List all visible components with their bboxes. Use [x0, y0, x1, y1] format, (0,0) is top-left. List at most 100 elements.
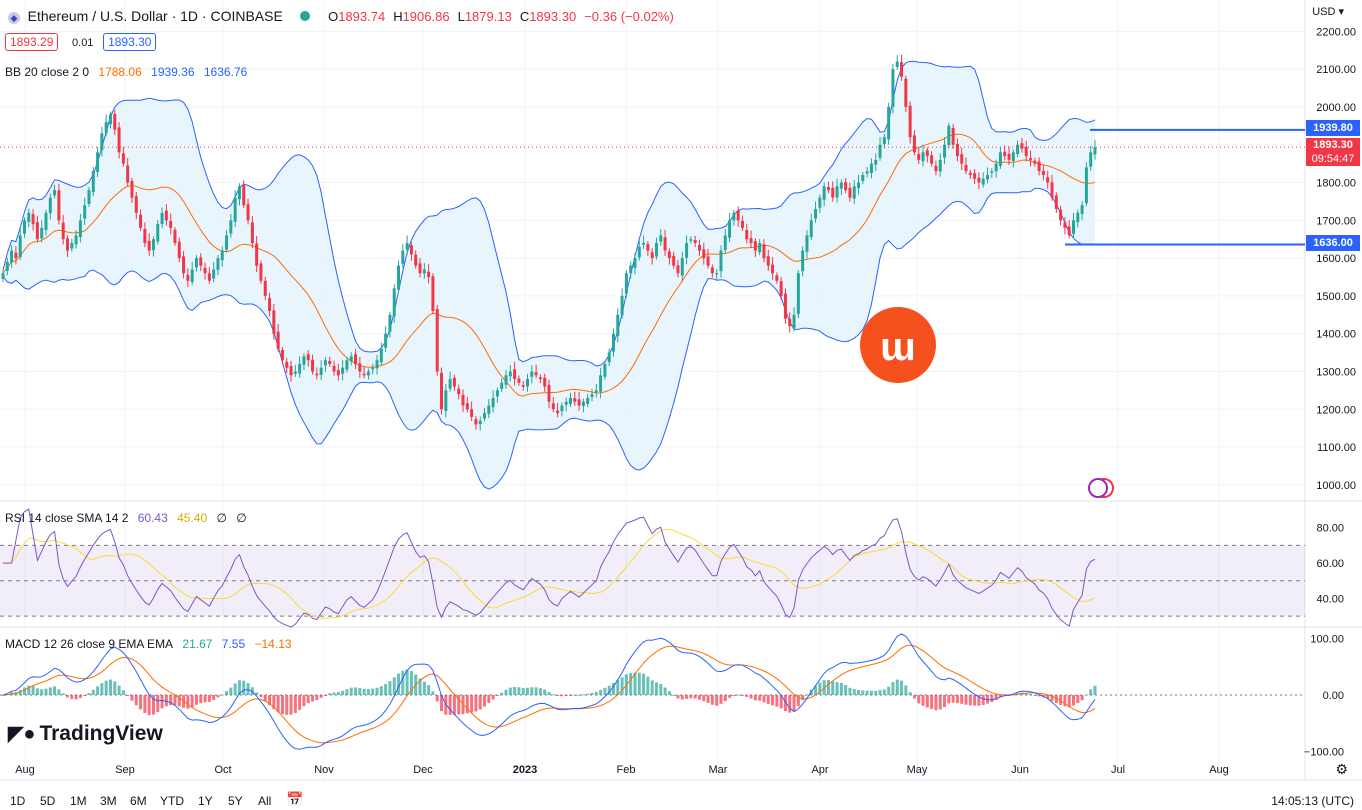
macd-histogram-bar: [564, 695, 568, 696]
x-tick-label: Nov: [314, 764, 334, 776]
candle-body: [354, 354, 358, 364]
candle-body: [611, 333, 615, 352]
macd-histogram-bar: [573, 694, 577, 696]
macd-histogram-bar: [108, 679, 112, 695]
candle-body: [31, 214, 35, 225]
macd-histogram-bar: [207, 695, 211, 702]
macd-histogram-bar: [375, 687, 379, 695]
timeframe-1m[interactable]: 1M: [70, 794, 87, 808]
candle-body: [848, 187, 852, 198]
timeframe-ytd[interactable]: YTD: [160, 794, 184, 808]
macd-histogram-bar: [663, 687, 667, 695]
timeframe-1y[interactable]: 1Y: [198, 794, 213, 808]
candle-body: [865, 171, 869, 174]
chart-header: ◆ Ethereum / U.S. Dollar · 1D · COINBASE…: [8, 8, 686, 24]
candle-body: [900, 62, 904, 77]
candle-body: [401, 250, 405, 264]
timeframe-5d[interactable]: 5D: [40, 794, 56, 808]
macd-legend[interactable]: MACD 12 26 close 9 EMA EMA 21.67 7.55 −1…: [5, 637, 298, 651]
candle-body: [581, 401, 585, 406]
candle-body: [1054, 195, 1058, 209]
ask-price[interactable]: 1893.30: [103, 33, 157, 51]
candle-body: [745, 229, 749, 240]
currency-selector[interactable]: USD ▾: [1312, 6, 1344, 18]
macd-histogram-bar: [495, 695, 499, 696]
macd-histogram-bar: [156, 695, 160, 712]
candle-body: [586, 397, 590, 404]
y-tick-label: 1800.00: [1316, 178, 1356, 190]
macd-histogram-bar: [861, 690, 865, 695]
candle-body: [435, 309, 439, 372]
y-tick-label: 1500.00: [1316, 291, 1356, 303]
spread-value: 0.01: [72, 37, 94, 49]
y-tick-label: 1700.00: [1316, 215, 1356, 227]
candle-body: [375, 360, 379, 369]
candle-body: [577, 399, 581, 406]
macd-histogram-bar: [474, 695, 478, 712]
macd-histogram-bar: [908, 692, 912, 695]
candle-body: [951, 128, 955, 145]
rsi-legend[interactable]: RSI 14 close SMA 14 2 60.43 45.40 ∅ ∅: [5, 511, 253, 525]
x-tick-label: Jun: [1011, 764, 1029, 776]
candle-body: [315, 373, 319, 376]
macd-histogram-bar: [676, 695, 680, 699]
macd-histogram-bar: [538, 688, 542, 695]
candle-body: [973, 173, 977, 179]
macd-tick-label: 0.00: [1323, 690, 1344, 702]
candle-body: [422, 269, 426, 274]
rsi-line: [3, 508, 1096, 628]
macd-histogram-bar: [306, 695, 310, 704]
macd-histogram-bar: [611, 682, 615, 695]
macd-histogram-bar: [930, 695, 934, 709]
candle-body: [48, 197, 52, 214]
macd-histogram-bar: [508, 687, 512, 695]
macd-histogram-bar: [190, 695, 194, 708]
macd-histogram-bar: [96, 686, 100, 695]
candle-body: [654, 242, 658, 257]
economic-event-icon: [1088, 478, 1108, 498]
macd-histogram-bar: [126, 695, 130, 696]
macd-histogram-bar: [887, 686, 891, 695]
candle-body: [474, 419, 478, 425]
macd-histogram-bar: [646, 676, 650, 695]
timeframe-3m[interactable]: 3M: [100, 794, 117, 808]
candle-body: [121, 153, 125, 164]
candle-body: [650, 252, 654, 259]
macd-histogram-bar: [1067, 695, 1071, 708]
settings-gear-icon[interactable]: ⚙: [1335, 761, 1348, 777]
timeframe-1d[interactable]: 1D: [10, 794, 26, 808]
candle-body: [448, 379, 452, 389]
candle-body: [147, 240, 151, 251]
macd-histogram-bar: [48, 687, 52, 695]
utc-clock[interactable]: 14:05:13 (UTC): [1271, 794, 1354, 808]
candle-body: [1, 273, 5, 279]
candle-body: [637, 246, 641, 258]
bb-fill: [3, 61, 1095, 490]
candle-body: [564, 401, 568, 405]
tv-logo-icon: ◤●: [8, 723, 36, 745]
candle-body: [697, 244, 701, 251]
bid-price[interactable]: 1893.29: [5, 33, 59, 51]
symbol-title[interactable]: Ethereum / U.S. Dollar · 1D · COINBASE: [27, 8, 283, 24]
macd-histogram-bar: [164, 695, 168, 707]
timeframe-all[interactable]: All: [258, 794, 272, 808]
timeframe-6m[interactable]: 6M: [130, 794, 147, 808]
macd-histogram-bar: [581, 694, 585, 696]
timeframe-5y[interactable]: 5Y: [228, 794, 243, 808]
candle-body: [207, 273, 211, 281]
brand-watermark-logo: [860, 307, 936, 383]
y-tick-label: 1600.00: [1316, 253, 1356, 265]
macd-histogram-bar: [263, 695, 267, 702]
candle-body: [1011, 152, 1015, 161]
macd-histogram-bar: [526, 687, 530, 695]
date-range-calendar-icon[interactable]: 📅: [286, 791, 304, 807]
bb-legend[interactable]: BB 20 close 2 0 1788.06 1939.36 1636.76: [5, 65, 253, 79]
macd-histogram-bar: [749, 695, 753, 699]
candle-body: [861, 174, 865, 182]
macd-histogram-bar: [998, 695, 1002, 698]
macd-histogram-bar: [517, 687, 521, 695]
candle-body: [801, 250, 805, 272]
tradingview-logo[interactable]: ◤● TradingView: [8, 721, 163, 746]
ohlc-item: O1893.74: [328, 9, 386, 24]
